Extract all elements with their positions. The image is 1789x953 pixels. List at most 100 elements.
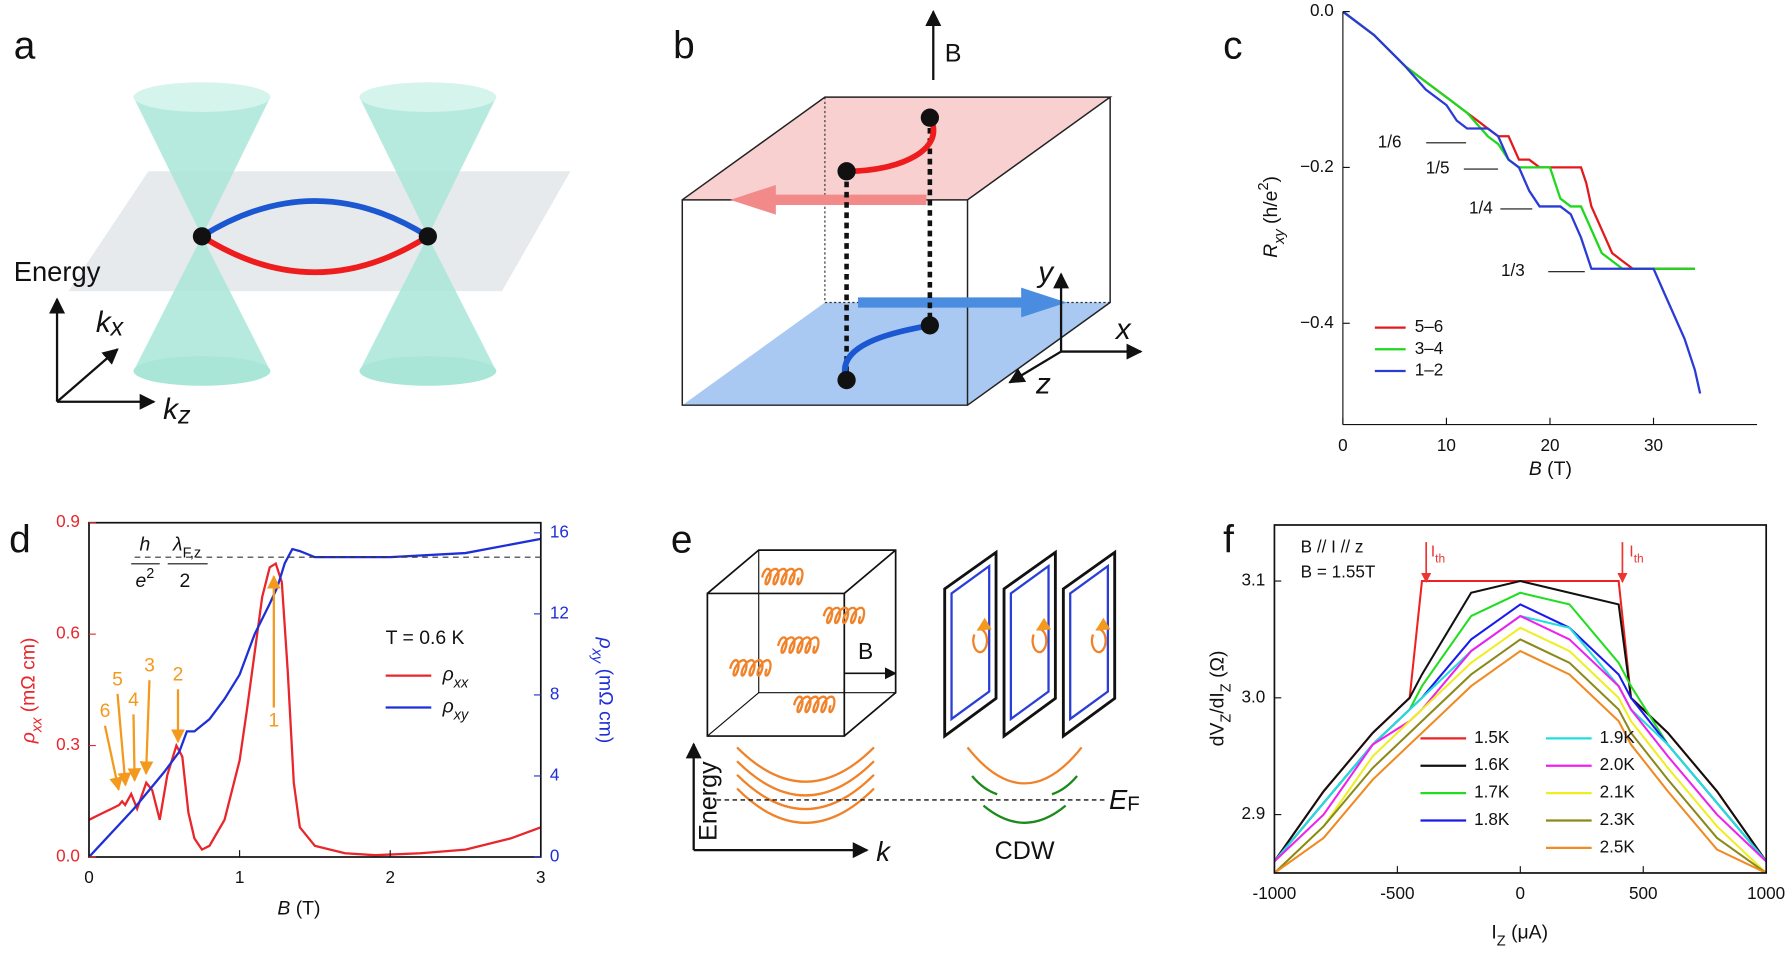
axis-label: k [876,836,891,867]
label-part: I [1431,544,1435,561]
cyclotron-orbit [1031,617,1052,654]
label-part: Z [1497,933,1506,949]
peak-label: 6 [100,700,111,722]
label-part: xy [1272,229,1288,245]
label-part: E [1109,784,1128,815]
peak-label: 4 [128,689,139,711]
x-tick-label: 30 [1644,436,1663,455]
y-axis-label: ρxx (mΩ cm) [18,638,46,745]
axis-label: kx [96,306,125,341]
label-part: x [110,313,125,341]
peak-label: 1 [268,709,279,731]
label-part: z [177,401,191,429]
axis-label: Energy [14,256,101,287]
peak-arrow [139,680,154,776]
spin-helix [761,567,804,586]
diagram-a: Energy kx k z [14,82,571,429]
annotation: B = 1.55T [1301,562,1376,581]
y-tick-label: 3.0 [1242,687,1266,706]
legend-title: T = 0.6 K [386,627,465,649]
label-part: ρ [18,732,40,744]
x-tick-label: -1000 [1253,884,1297,903]
y2-tick-label: 4 [550,765,560,784]
peak-arrow [116,693,132,787]
annotation: 1/3 [1501,261,1525,280]
y-tick-label: −0.2 [1300,157,1334,176]
cone [359,97,497,237]
data-line [88,537,541,858]
x-axis-label: B (T) [1529,458,1572,480]
y2-axis-label: ρxy (mΩ cm) [589,637,617,744]
annotation: B // I // z [1301,537,1364,556]
y-axis-label: Rxy (h/e2) [1256,176,1288,258]
x-axis-label: B (T) [277,898,320,920]
peak-arrow [103,725,123,792]
data-line [1274,614,1767,863]
data-line [1274,649,1767,873]
axis-label: y [1036,256,1055,289]
y-tick-label: 0.3 [56,735,80,754]
cone-top [359,82,497,112]
label-part: xx [453,675,469,691]
panel-label: c [1223,24,1242,67]
panel-label: d [9,518,31,561]
legend-label: 2.0K [1600,755,1636,774]
legend-label: 1–2 [1415,360,1444,379]
x-tick-label: 500 [1629,884,1658,903]
x-axis-label: IZ (μA) [1491,922,1548,950]
label-part: xy [589,648,605,664]
panel-label: b [673,24,695,67]
diagram-b: B y x z [681,9,1143,406]
axis-arrow [1008,350,1062,384]
cone-top [133,82,271,112]
node [837,370,856,390]
y-axis-label: dVZ/dIZ (Ω) [1207,651,1235,747]
y-tick-label: 0.6 [56,624,80,643]
y-tick-label: 0.0 [56,847,80,866]
x-tick-label: 0 [84,868,94,887]
label-part: (T) [1542,458,1572,480]
label-part: I [1491,922,1496,944]
cdw-band [982,804,1067,824]
cyclotron-orbit [972,617,992,654]
fermi-label: EF [1109,784,1140,816]
legend-label: ρxx [442,664,469,692]
formula: λF,z [172,534,201,562]
label-part: (T) [290,898,320,920]
cdw-plane [1002,549,1057,739]
cone [133,97,271,237]
x-tick-label: 1 [235,868,245,887]
peak-label: 2 [173,664,184,686]
label-part: I [1629,544,1633,561]
y-tick-label: −0.4 [1300,313,1334,332]
fermi-arc [846,116,937,175]
x-tick-label: 2 [385,868,395,887]
label-part: k [96,306,113,339]
label-part: ρ [595,637,617,649]
data-line [1274,638,1767,873]
label-part: th [1634,552,1644,566]
label-part: /dI [1207,692,1229,714]
axis-label: x [1114,313,1132,346]
label-part: (μA) [1506,922,1548,944]
field-label: B [858,638,873,664]
data-line [1342,11,1702,394]
label-part: ) [1260,176,1282,182]
cdw-plane-inner [950,563,991,722]
cyclotron-orbit [1090,617,1111,654]
label-part: xx [30,717,46,733]
diagram-e: B Energy k EF CDW [685,549,1140,867]
spin-helix [777,636,820,654]
landau-band [736,746,875,824]
label-part: R [1260,244,1282,258]
cone-bottom [359,356,497,386]
cone-bottom [133,356,271,386]
y2-tick-label: 16 [550,522,569,541]
weyl-node [192,227,212,246]
annotation: 1/6 [1378,132,1402,151]
axis-arrow [56,348,119,403]
panel-label: e [671,518,693,561]
label-part: Z [1218,714,1234,723]
annotation: 1/4 [1469,198,1493,217]
